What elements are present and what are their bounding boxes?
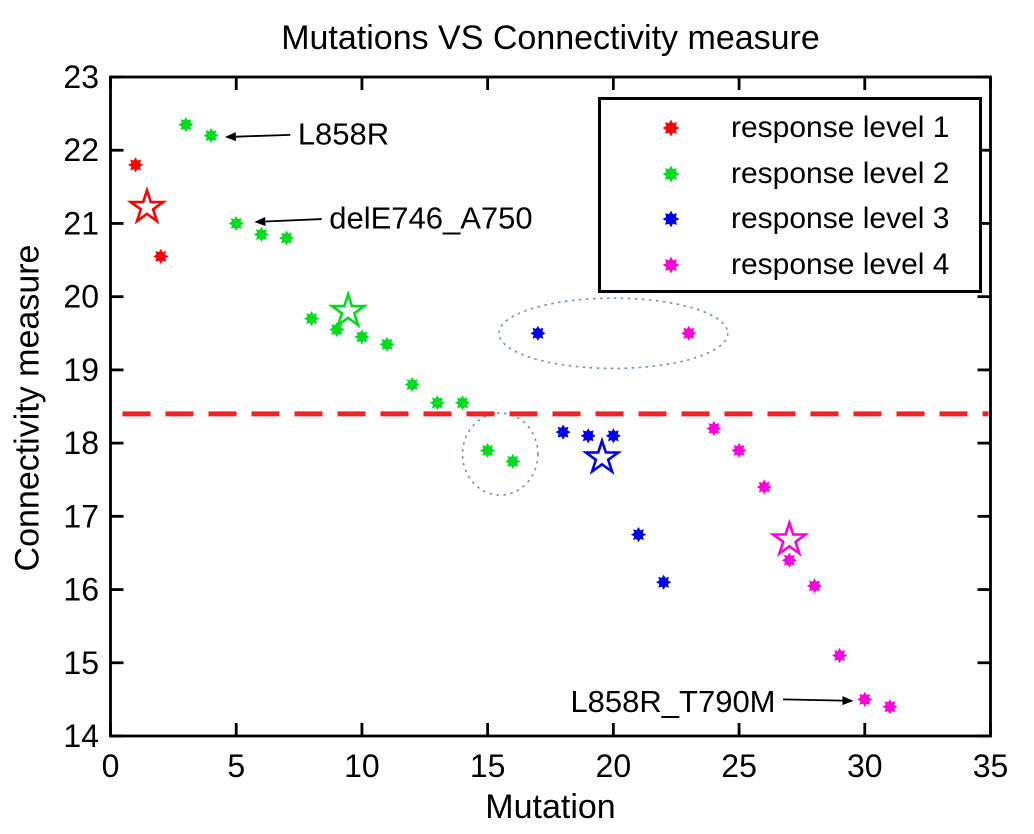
highlight-ellipse: [461, 412, 539, 496]
x-tick-label: 10: [344, 748, 380, 784]
data-point: [630, 527, 647, 543]
data-point: [605, 428, 621, 444]
y-tick-label: 17: [63, 498, 99, 534]
data-point: [480, 442, 496, 458]
star-marker: [126, 186, 168, 225]
series-response-level-2: [178, 117, 521, 469]
legend-item-label: response level 3: [731, 202, 950, 235]
legend-marker-icon: [662, 256, 680, 274]
legend-item-3: response level 3: [601, 203, 979, 235]
data-point: [454, 395, 471, 411]
highlight-ellipse: [498, 297, 729, 370]
data-point: [429, 395, 445, 411]
annotation-label: delE746_A750: [329, 201, 532, 236]
series-response-level-4: [681, 325, 898, 715]
data-point: [530, 325, 546, 341]
x-tick-label: 35: [973, 748, 1009, 784]
data-point: [153, 248, 169, 264]
legend-item-4: response level 4: [601, 249, 979, 281]
legend-item-1: response level 1: [601, 112, 979, 144]
data-point: [278, 230, 295, 246]
legend-item-label: response level 1: [731, 111, 950, 144]
data-point: [404, 376, 420, 393]
data-point: [857, 691, 873, 707]
x-tick-label: 0: [102, 748, 120, 784]
data-point: [203, 128, 219, 144]
annotation-arrow-line: [265, 218, 322, 223]
x-tick-label: 15: [470, 748, 506, 784]
data-point: [681, 325, 697, 341]
data-point: [555, 424, 571, 440]
data-point: [781, 552, 797, 568]
annotation-arrow-line: [783, 698, 843, 702]
data-point: [304, 311, 320, 327]
data-point: [253, 226, 269, 242]
data-point: [731, 442, 747, 458]
y-tick-label: 19: [63, 352, 99, 388]
y-tick-label: 18: [63, 425, 99, 461]
annotation-label: L858R: [298, 116, 389, 151]
annotation-arrowhead: [842, 696, 854, 706]
y-axis-ticks: 14 15 16 17 18 19 20 21 22 23: [63, 59, 990, 754]
data-point: [882, 699, 898, 715]
annotation-label: L858R_T790M: [570, 684, 775, 719]
series-response-level-3: [530, 325, 672, 590]
legend-box: response level 1 response level 2 response…: [598, 97, 982, 293]
legend-item-label: response level 2: [731, 157, 950, 190]
data-point: [354, 329, 370, 345]
annotation-arrowhead: [224, 132, 237, 142]
star-marker: [581, 436, 623, 475]
y-tick-label: 21: [63, 205, 99, 241]
y-tick-label: 16: [63, 572, 99, 608]
x-tick-label: 5: [227, 748, 245, 784]
data-point: [706, 420, 722, 437]
legend-item-2: response level 2: [601, 158, 979, 190]
data-point: [580, 428, 596, 444]
annotation-arrowhead: [254, 217, 266, 226]
x-tick-label: 25: [721, 748, 757, 784]
data-point: [178, 117, 194, 133]
data-point: [832, 647, 848, 664]
chart-title: Mutations VS Connectivity measure: [281, 19, 820, 57]
legend-marker-icon: [662, 210, 680, 228]
data-point: [756, 479, 772, 495]
data-point: [806, 578, 823, 594]
series-response-level-1: [126, 157, 169, 264]
y-tick-label: 23: [63, 59, 99, 95]
data-point: [329, 322, 345, 338]
y-tick-label: 15: [63, 645, 99, 681]
plot-border: [109, 75, 992, 738]
y-tick-label: 22: [63, 132, 99, 168]
legend-marker-icon: [662, 165, 680, 183]
data-point: [228, 215, 244, 231]
annotation-arrow-line: [235, 133, 291, 138]
y-tick-label: 20: [63, 279, 99, 315]
data-point: [128, 157, 144, 173]
y-tick-label: 14: [63, 718, 99, 754]
legend-marker-icon: [662, 119, 680, 137]
x-tick-label: 20: [596, 748, 632, 784]
x-axis-ticks: 0 5 10 15 20 25 30 35: [102, 78, 1009, 784]
data-point: [505, 453, 521, 469]
star-marker: [769, 518, 810, 557]
x-axis-label: Mutation: [485, 788, 616, 826]
legend-item-label: response level 4: [731, 248, 950, 281]
star-marker: [327, 290, 369, 329]
data-point: [656, 574, 672, 590]
data-point: [379, 336, 395, 352]
x-tick-label: 30: [847, 748, 883, 784]
